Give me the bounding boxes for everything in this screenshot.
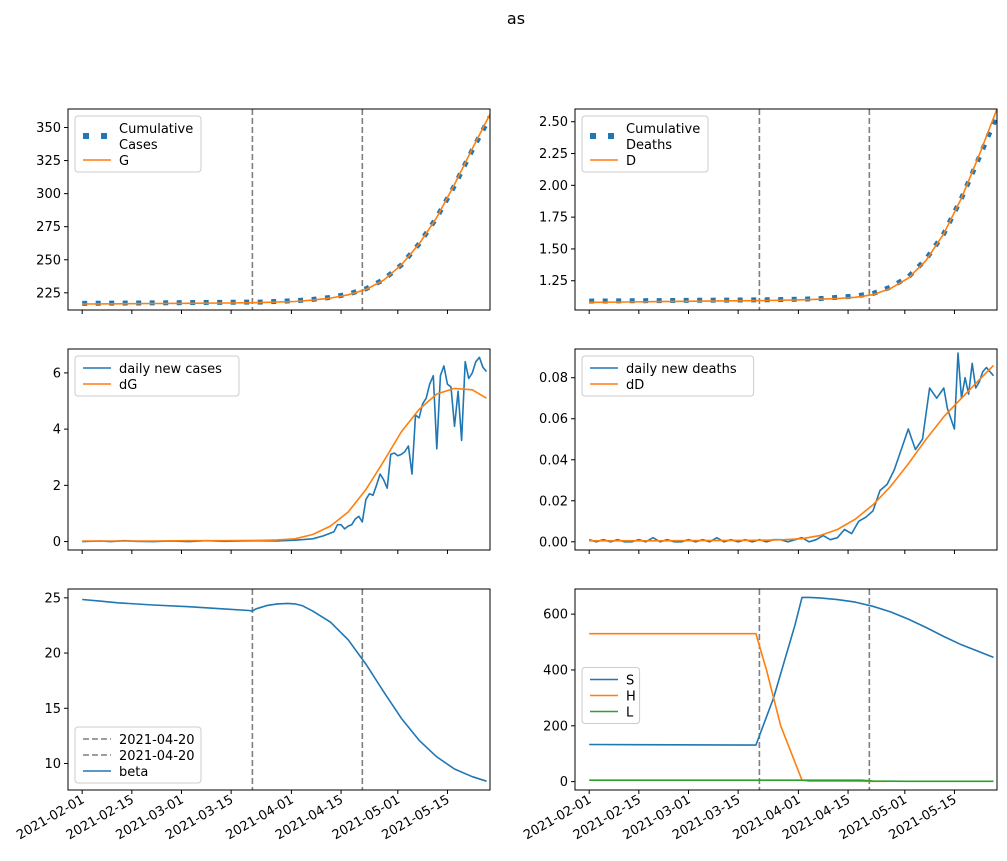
legend-label: dG xyxy=(119,378,137,393)
legend-label: S xyxy=(626,674,634,689)
legend-label: 2021-04-20 xyxy=(119,749,195,764)
legend-label: D xyxy=(626,154,636,169)
chart-panel-deaths: 1.25 1.50 1.75 2.00 2.25 2.50 CumulativeDeaths… xyxy=(539,108,998,314)
y-tick-label: 15 xyxy=(44,702,61,717)
legend-label: dD xyxy=(626,378,644,393)
y-tick-label: 250 xyxy=(36,253,61,268)
plot-area xyxy=(82,589,487,790)
y-tick-label: 225 xyxy=(36,286,61,301)
series-line xyxy=(589,109,997,304)
series-line xyxy=(82,598,487,782)
y-tick-label: 10 xyxy=(44,757,61,772)
axes-frame xyxy=(574,588,998,791)
series-line xyxy=(589,114,997,304)
plot-area xyxy=(589,109,997,310)
legend-box xyxy=(74,115,202,173)
y-tick-label: 350 xyxy=(36,121,61,136)
y-tick-label: 1.50 xyxy=(539,242,568,257)
series-line xyxy=(82,113,490,305)
y-tick-label: 25 xyxy=(44,591,61,606)
y-tick-label: 0 xyxy=(53,535,61,550)
y-tick-label: 275 xyxy=(36,220,61,235)
y-tick-label: 300 xyxy=(36,187,61,202)
y-tick-label: 200 xyxy=(543,719,568,734)
y-tick-label: 600 xyxy=(543,608,568,623)
legend-label: daily new deaths xyxy=(626,362,737,377)
y-tick-label: 0.06 xyxy=(539,412,568,427)
legend-label: 2021-04-20 xyxy=(119,733,195,748)
y-tick-label: 20 xyxy=(44,647,61,662)
legend-label: beta xyxy=(119,765,148,780)
series-line xyxy=(82,387,487,542)
legend-box xyxy=(74,355,240,397)
axes-frame xyxy=(574,108,998,311)
y-tick-label: 0.08 xyxy=(539,371,568,386)
legend-label: Deaths xyxy=(626,138,672,153)
y-tick-label: 400 xyxy=(543,663,568,678)
y-tick-label: 325 xyxy=(36,154,61,169)
plot-area xyxy=(82,356,488,543)
legend-label: Cumulative xyxy=(119,122,193,137)
plot-area xyxy=(82,109,490,310)
legend-label: H xyxy=(626,690,636,705)
y-tick-label: 0.04 xyxy=(539,453,568,468)
legend-marker xyxy=(608,133,614,139)
legend-box xyxy=(581,115,709,173)
axes-frame xyxy=(67,108,491,311)
legend-label: daily new cases xyxy=(119,362,222,377)
y-tick-label: 4 xyxy=(53,423,61,438)
figure-title: as xyxy=(507,9,525,28)
legend-marker xyxy=(590,133,596,139)
axes-frame xyxy=(67,348,491,551)
legend-label: Cases xyxy=(119,138,158,153)
y-tick-label: 2.00 xyxy=(539,179,568,194)
series-line xyxy=(589,779,994,783)
chart-panel-shl: 02004006002021-02-012021-02-152021-03-01… xyxy=(521,588,998,843)
y-tick-label: 0.00 xyxy=(539,535,568,550)
plot-area xyxy=(588,352,995,543)
chart-panel-beta: 101520252021-02-012021-02-152021-03-0120… xyxy=(14,588,491,843)
y-tick-label: 1.75 xyxy=(539,211,568,226)
y-tick-label: 2.50 xyxy=(539,115,568,130)
y-tick-label: 2 xyxy=(53,479,61,494)
legend-marker xyxy=(101,133,107,139)
y-tick-label: 0 xyxy=(560,775,568,790)
legend-label: G xyxy=(119,154,129,169)
series-line xyxy=(589,596,994,746)
y-tick-label: 0.02 xyxy=(539,494,568,509)
y-tick-label: 2.25 xyxy=(539,147,568,162)
series-line xyxy=(589,364,995,542)
legend-marker xyxy=(83,133,89,139)
y-tick-label: 1.25 xyxy=(539,274,568,289)
axes-frame xyxy=(574,348,998,551)
plot-area xyxy=(589,589,994,790)
legend: SHL xyxy=(581,667,641,724)
legend-label: Cumulative xyxy=(626,122,700,137)
axes-frame xyxy=(67,588,491,791)
y-tick-label: 6 xyxy=(53,366,61,381)
legend-box xyxy=(581,355,755,397)
legend-label: L xyxy=(626,706,634,721)
legend-box xyxy=(74,726,202,784)
